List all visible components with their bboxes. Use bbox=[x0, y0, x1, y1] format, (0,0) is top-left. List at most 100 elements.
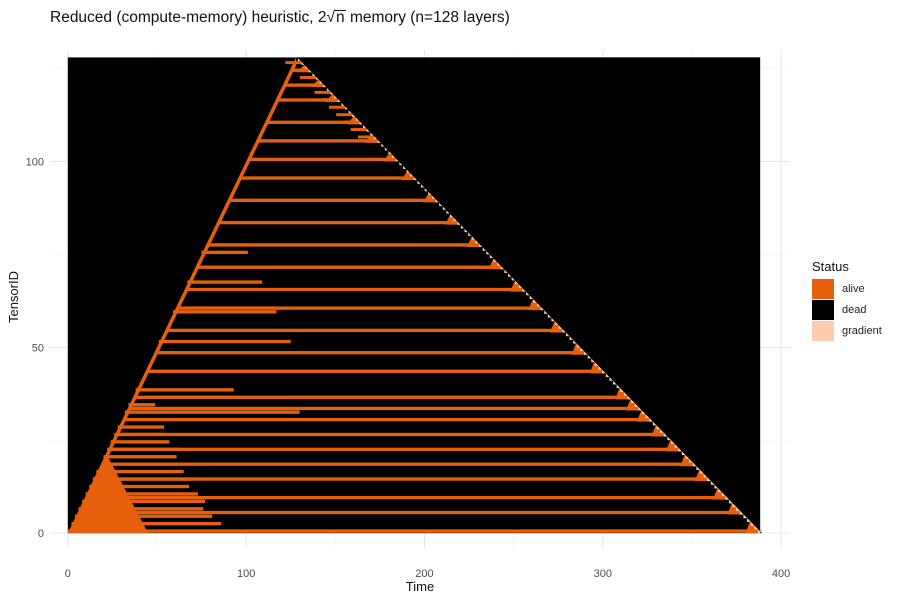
gradient-cell bbox=[699, 469, 704, 474]
axis-layer: 0 100 200 300 400 0 50 100 bbox=[26, 156, 791, 580]
gradient-cell bbox=[703, 473, 708, 478]
legend-item-dead: dead bbox=[812, 299, 882, 320]
checkpoint-row bbox=[217, 220, 460, 225]
recompute-bar bbox=[350, 128, 369, 132]
gradient-cell bbox=[721, 492, 726, 496]
gradient-cell bbox=[725, 495, 730, 500]
checkpoint-row bbox=[78, 510, 742, 515]
checkpoint-row bbox=[69, 529, 760, 533]
checkpoint-row bbox=[165, 328, 565, 333]
legend-label: gradient bbox=[842, 324, 882, 337]
checkpoint-row bbox=[146, 369, 604, 373]
legend-title: Status bbox=[812, 259, 849, 274]
alive-tail-bar bbox=[71, 521, 222, 526]
alive-tail-bar bbox=[110, 440, 170, 444]
checkpoint-row bbox=[155, 351, 586, 355]
legend-items: alive dead gradient bbox=[812, 278, 882, 341]
y-tick-label: 0 bbox=[38, 528, 44, 540]
alive-tail-bar bbox=[187, 280, 263, 284]
legend-item-alive: alive bbox=[812, 278, 882, 299]
recompute-bar bbox=[299, 76, 318, 79]
alive-tail-bar bbox=[128, 403, 156, 407]
checkpoint-row bbox=[133, 395, 630, 399]
y-tick-label: 100 bbox=[26, 156, 44, 168]
legend-key-gradient bbox=[812, 320, 834, 341]
checkpoint-row bbox=[228, 198, 438, 203]
legend-key-alive bbox=[812, 278, 834, 299]
recompute-bar bbox=[285, 61, 304, 65]
checkpoint-row bbox=[256, 139, 380, 143]
gradient-cell bbox=[757, 529, 762, 534]
y-tick-label: 50 bbox=[32, 342, 44, 354]
alive-tail-bar bbox=[124, 410, 300, 414]
alive-tail-bar bbox=[173, 310, 277, 314]
checkpoint-row bbox=[128, 406, 641, 411]
x-tick-label: 300 bbox=[594, 568, 612, 580]
legend-item-gradient: gradient bbox=[812, 320, 882, 341]
x-tick-label: 400 bbox=[772, 568, 790, 580]
x-tick-label: 100 bbox=[237, 568, 255, 580]
checkpoint-row bbox=[276, 98, 340, 102]
checkpoint-row bbox=[123, 417, 652, 422]
checkpoint-row bbox=[115, 432, 666, 437]
recompute-bar bbox=[314, 90, 333, 94]
recompute-bar bbox=[357, 135, 376, 139]
legend: Status alive dead gradient bbox=[812, 259, 882, 341]
gradient-cell bbox=[707, 477, 712, 482]
checkpoint-row bbox=[265, 120, 362, 124]
alive-tail-bar bbox=[117, 425, 165, 429]
gradient-cell bbox=[750, 521, 755, 526]
alive-tail-bar bbox=[82, 499, 206, 504]
title-suffix: memory (n=128 layers) bbox=[345, 9, 510, 26]
checkpoint-row bbox=[247, 157, 398, 162]
alive-tail-bar bbox=[96, 469, 184, 474]
checkpoint-row bbox=[108, 447, 681, 452]
x-tick-label: 0 bbox=[65, 568, 71, 580]
checkpoint-row bbox=[185, 287, 525, 292]
alive-tail-bar bbox=[135, 388, 234, 392]
recompute-bar bbox=[343, 120, 362, 124]
gradient-cell bbox=[743, 514, 748, 519]
alive-tail-bar bbox=[158, 339, 291, 344]
gradient-cell bbox=[732, 503, 737, 508]
legend-label: alive bbox=[842, 282, 865, 295]
alive-tail-bar bbox=[201, 250, 248, 255]
alive-tail-bar bbox=[78, 507, 204, 511]
title-radicand: n bbox=[335, 9, 346, 26]
checkpoint-row bbox=[206, 243, 481, 247]
legend-key-dead bbox=[812, 299, 834, 320]
checkpoint-row bbox=[94, 477, 709, 481]
recompute-triangle bbox=[383, 148, 400, 162]
checkpoint-row bbox=[283, 83, 326, 87]
recompute-bar bbox=[336, 113, 355, 117]
recompute-bar bbox=[292, 68, 311, 72]
checkpoint-row bbox=[176, 306, 543, 310]
alive-tail-bar bbox=[74, 514, 213, 518]
sqrt-sign: √ bbox=[326, 9, 336, 26]
gradient-cell bbox=[754, 525, 759, 530]
data-layer bbox=[67, 57, 762, 534]
dead-post-front bbox=[297, 57, 762, 534]
checkpoint-row bbox=[85, 495, 728, 500]
chart-title: Reduced (compute-memory) heuristic, 2√n … bbox=[50, 9, 510, 27]
legend-label: dead bbox=[842, 303, 867, 316]
gradient-cell bbox=[728, 499, 733, 504]
y-axis-title: TensorID bbox=[6, 271, 21, 323]
gradient-cell bbox=[736, 507, 741, 511]
recompute-bar bbox=[307, 83, 326, 87]
alive-tail-bar bbox=[85, 492, 198, 496]
recompute-bar bbox=[321, 98, 340, 102]
recompute-bar bbox=[328, 105, 347, 109]
checkpoint-row bbox=[196, 265, 503, 269]
gradient-cell bbox=[718, 488, 722, 493]
x-tick-label: 200 bbox=[415, 568, 433, 580]
gradient-cell bbox=[747, 518, 751, 522]
alive-tail-bar bbox=[89, 484, 190, 489]
title-prefix: Reduced (compute-memory) heuristic, 2 bbox=[50, 9, 327, 26]
gradient-cell bbox=[710, 481, 715, 485]
gradient-cell bbox=[714, 484, 719, 489]
x-axis-title: Time bbox=[406, 579, 434, 594]
checkpoint-row bbox=[101, 462, 695, 466]
recompute-triangle bbox=[401, 166, 418, 181]
